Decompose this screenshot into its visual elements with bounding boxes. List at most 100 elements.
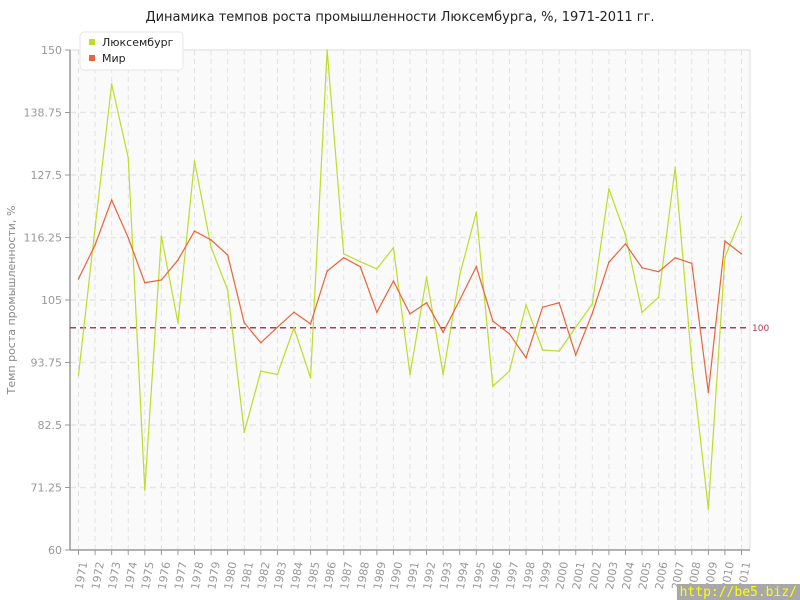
data-point	[475, 211, 478, 214]
data-point	[690, 262, 693, 265]
x-tick-label: 1980	[222, 561, 240, 591]
x-tick-label: 1975	[139, 561, 157, 591]
y-tick-label: 93.75	[31, 357, 63, 370]
y-tick-label: 116.25	[24, 232, 63, 245]
data-point	[293, 326, 295, 329]
data-point	[260, 341, 262, 344]
y-tick-label: 127.5	[31, 169, 63, 182]
y-tick-label: 60	[48, 544, 62, 557]
x-tick-label: 1989	[371, 561, 389, 591]
x-tick-label: 1995	[470, 561, 488, 591]
x-tick-label: 1985	[305, 561, 323, 591]
data-point	[110, 199, 113, 201]
x-tick-label: 2007	[669, 561, 687, 591]
data-point	[376, 268, 378, 270]
x-tick-label: 2002	[586, 561, 604, 591]
data-point	[608, 261, 610, 264]
x-tick-label: 2006	[653, 561, 671, 591]
data-point	[674, 256, 676, 259]
data-point	[160, 279, 163, 281]
data-point	[392, 246, 395, 249]
data-point	[77, 278, 80, 280]
x-tick-label: 1971	[73, 561, 91, 591]
data-point	[690, 361, 693, 364]
x-tick-label: 2008	[686, 561, 704, 591]
data-point	[342, 256, 345, 259]
x-tick-label: 1974	[122, 561, 140, 591]
x-tick-label: 2003	[603, 561, 621, 591]
data-point	[243, 321, 246, 324]
y-axis-label: Темп роста промышленности, %	[5, 206, 18, 396]
x-tick-label: 1976	[156, 561, 174, 591]
x-tick-label: 1999	[537, 561, 555, 591]
data-point	[442, 331, 444, 334]
data-point	[210, 239, 212, 241]
data-point	[724, 256, 726, 259]
data-point	[77, 374, 80, 376]
data-point	[425, 276, 428, 279]
data-point	[707, 391, 710, 394]
x-tick-label: 2005	[636, 561, 654, 591]
legend: Люксембург Мир	[79, 31, 184, 71]
data-point	[525, 304, 527, 306]
data-point	[492, 320, 494, 322]
data-point	[458, 299, 461, 301]
data-point	[591, 312, 594, 315]
data-point	[94, 226, 96, 229]
x-tick-label: 1993	[437, 561, 455, 591]
data-point	[475, 265, 478, 268]
x-tick-label: 2000	[553, 561, 571, 591]
data-point	[641, 266, 643, 269]
x-tick-label: 1979	[205, 561, 223, 591]
y-tick-label: 71.25	[31, 482, 63, 495]
data-point	[409, 313, 411, 315]
data-point	[657, 296, 660, 299]
legend-swatch	[89, 39, 95, 45]
data-point	[226, 254, 229, 256]
data-point	[376, 311, 378, 314]
x-tick-label: 1981	[238, 561, 256, 591]
data-point	[144, 281, 146, 284]
x-tick-label: 1972	[89, 561, 107, 591]
x-tick-label: 1988	[354, 561, 372, 591]
y-tick-label: 138.75	[24, 107, 63, 120]
data-point	[127, 236, 130, 239]
data-point	[574, 354, 577, 356]
x-tick-label: 1986	[321, 561, 339, 591]
x-tick-label: 2010	[719, 561, 737, 591]
data-point	[508, 333, 511, 335]
data-point	[309, 376, 312, 379]
data-point	[574, 326, 577, 329]
data-point	[409, 373, 411, 376]
data-point	[193, 230, 196, 232]
data-point	[442, 373, 444, 376]
x-tick-label: 1973	[106, 561, 124, 591]
data-point	[724, 240, 726, 242]
data-point	[508, 370, 511, 372]
data-point	[392, 280, 395, 282]
data-point	[260, 370, 262, 372]
reference-line-label: 100	[752, 324, 769, 334]
x-tick-label: 1992	[421, 561, 439, 591]
data-point	[342, 253, 345, 255]
x-tick-label: 1978	[189, 561, 207, 591]
data-point	[608, 188, 610, 190]
data-point	[359, 265, 362, 268]
watermark-link[interactable]: http://be5.biz/	[676, 584, 800, 600]
data-point	[326, 49, 328, 51]
data-point	[210, 246, 212, 249]
data-point	[458, 274, 461, 276]
data-point	[740, 253, 743, 255]
x-tick-label: 2001	[570, 561, 588, 591]
data-point	[226, 289, 229, 291]
legend-swatch	[89, 55, 95, 61]
x-tick-label: 1984	[288, 561, 306, 591]
x-tick-label: 1990	[388, 561, 406, 591]
data-point	[525, 356, 527, 359]
legend-entry: Люксембург	[102, 36, 174, 49]
legend-box	[79, 31, 184, 71]
x-tick-label: 1987	[338, 561, 356, 591]
data-point	[707, 508, 710, 510]
x-tick-label: 1977	[172, 561, 190, 591]
